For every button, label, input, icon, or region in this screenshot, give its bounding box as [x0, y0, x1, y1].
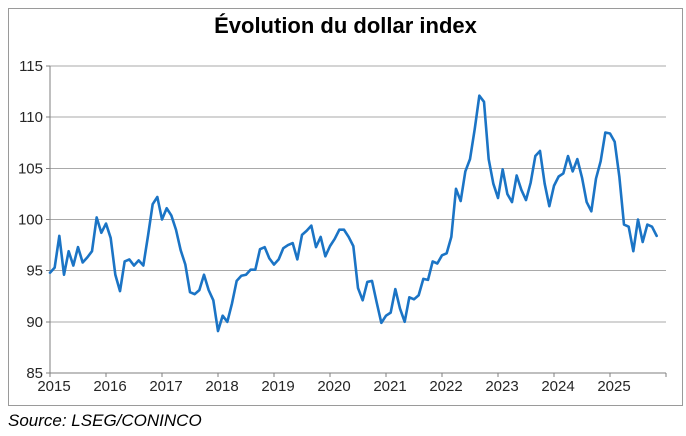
axis-lines [46, 65, 667, 377]
svg-text:2020: 2020 [317, 378, 350, 395]
svg-text:2022: 2022 [429, 378, 462, 395]
svg-text:95: 95 [26, 263, 43, 280]
x-axis-labels: 2015 2016 2017 2018 2019 2020 2021 2022 2023 2024… [37, 378, 630, 395]
y-gridlines [50, 65, 666, 323]
y-axis-labels: 85 90 95 100 105 110 115 [18, 58, 43, 382]
svg-text:2019: 2019 [261, 378, 294, 395]
chart-frame [8, 8, 683, 406]
svg-text:2023: 2023 [485, 378, 518, 395]
svg-text:90: 90 [26, 314, 43, 331]
svg-text:100: 100 [18, 212, 43, 229]
dollar-index-line [48, 94, 658, 333]
svg-text:2016: 2016 [93, 378, 126, 395]
svg-text:2017: 2017 [149, 378, 182, 395]
svg-text:105: 105 [18, 160, 43, 177]
svg-text:2018: 2018 [205, 378, 238, 395]
svg-text:2021: 2021 [373, 378, 406, 395]
svg-text:115: 115 [19, 58, 43, 75]
svg-text:2025: 2025 [597, 378, 630, 395]
svg-text:85: 85 [26, 365, 43, 382]
source-caption: Source: LSEG/CONINCO [8, 411, 202, 430]
svg-text:110: 110 [19, 109, 43, 126]
chart-title: Évolution du dollar index [214, 13, 477, 38]
svg-text:2015: 2015 [37, 378, 70, 395]
svg-text:2024: 2024 [541, 378, 574, 395]
